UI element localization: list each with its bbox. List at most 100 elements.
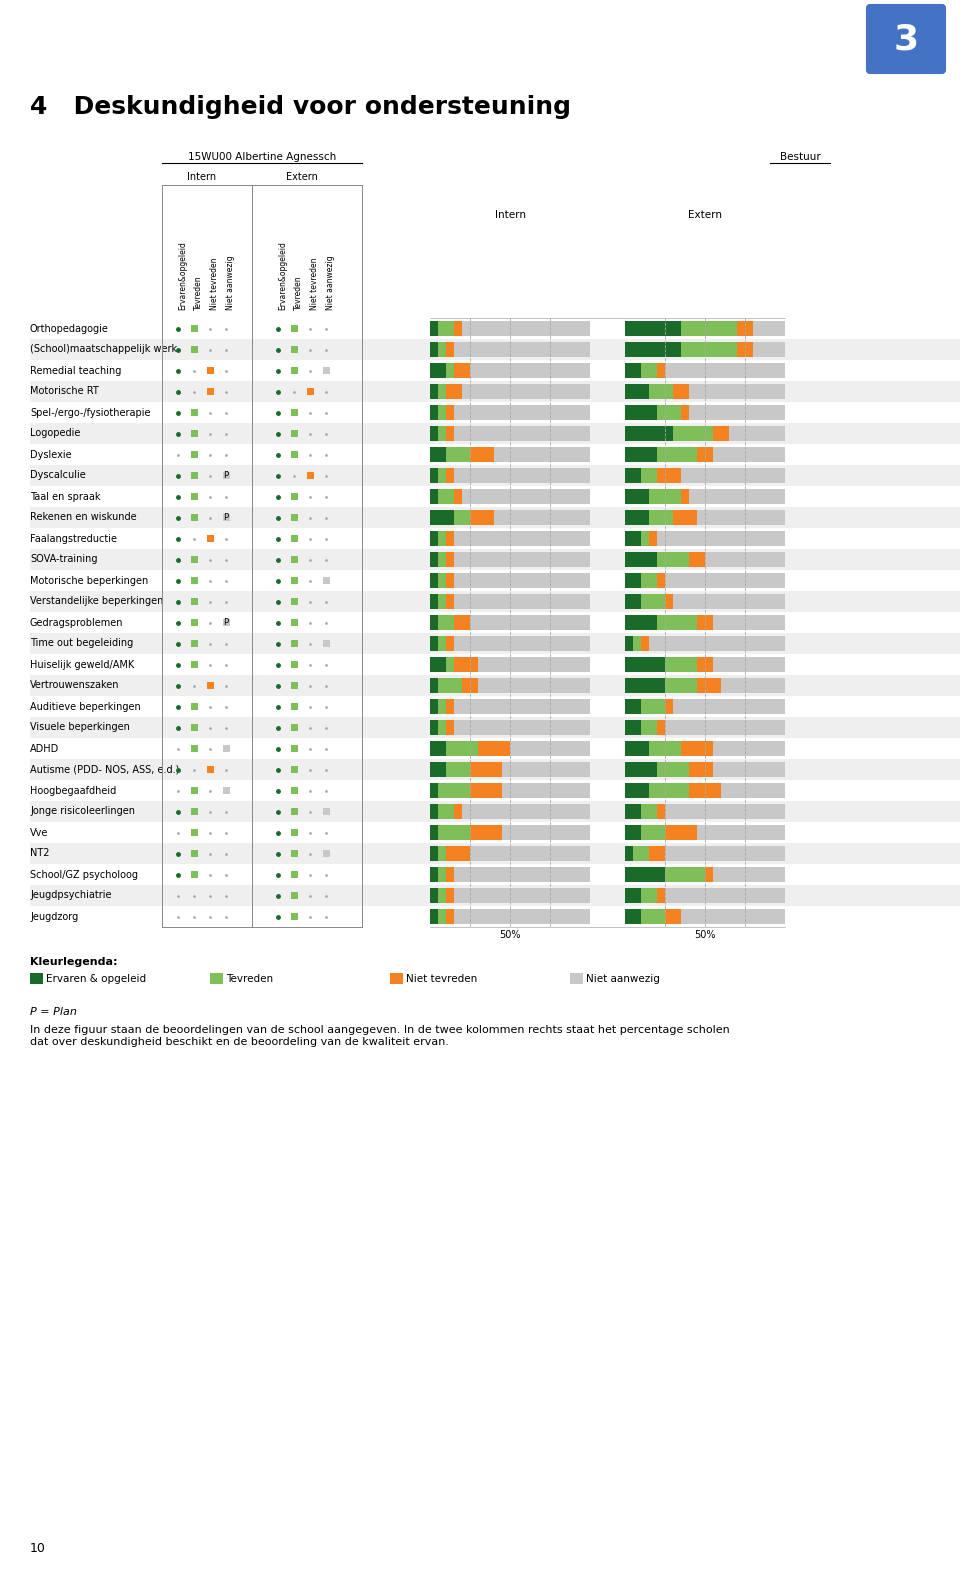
Bar (30, 507, 960, 529)
Bar (454, 595, 590, 609)
Bar (470, 363, 590, 378)
Bar (689, 783, 721, 798)
Bar (323, 640, 329, 647)
Bar (430, 595, 438, 609)
Bar (430, 341, 438, 357)
Bar (454, 426, 590, 440)
Bar (30, 381, 960, 403)
Bar (291, 683, 298, 689)
Bar (206, 766, 213, 772)
Text: P: P (224, 513, 228, 522)
Bar (30, 654, 960, 675)
Bar (291, 766, 298, 772)
Bar (206, 367, 213, 374)
Bar (657, 761, 689, 777)
Bar (625, 489, 649, 503)
Bar (470, 761, 502, 777)
Bar (705, 552, 785, 566)
Bar (625, 341, 681, 357)
Bar (641, 469, 657, 483)
Bar (681, 341, 737, 357)
Bar (649, 510, 673, 525)
Bar (30, 843, 960, 864)
Bar (649, 846, 665, 860)
Bar (673, 384, 689, 400)
Text: Auditieve beperkingen: Auditieve beperkingen (30, 702, 141, 711)
Text: (School)maatschappelijk werk: (School)maatschappelijk werk (30, 344, 178, 354)
Bar (223, 746, 229, 752)
Bar (30, 444, 960, 466)
Bar (454, 552, 590, 566)
Bar (673, 595, 785, 609)
Bar (454, 404, 590, 420)
Bar (689, 489, 785, 503)
Bar (190, 640, 198, 647)
Text: Tevreden: Tevreden (294, 275, 303, 310)
Bar (291, 703, 298, 709)
Bar (625, 804, 641, 820)
Bar (502, 761, 590, 777)
Bar (323, 849, 329, 857)
Bar (190, 429, 198, 437)
Text: Tevreden: Tevreden (226, 974, 274, 983)
Bar (30, 360, 960, 381)
Bar (502, 824, 590, 840)
Bar (390, 974, 403, 985)
Bar (438, 909, 446, 923)
Bar (570, 974, 583, 985)
Text: Extern: Extern (688, 211, 722, 220)
Bar (625, 573, 641, 588)
Bar (223, 514, 229, 521)
Bar (438, 426, 446, 440)
Bar (430, 363, 446, 378)
Text: Orthopedagogie: Orthopedagogie (30, 324, 108, 333)
Text: P = Plan: P = Plan (30, 1007, 77, 1018)
Bar (30, 591, 960, 612)
Bar (446, 532, 454, 546)
Text: Niet aanwezig: Niet aanwezig (586, 974, 660, 983)
Bar (649, 489, 681, 503)
Bar (737, 321, 753, 337)
Bar (438, 720, 446, 735)
Bar (291, 555, 298, 563)
Bar (291, 724, 298, 731)
Bar (697, 824, 785, 840)
Bar (430, 552, 438, 566)
Bar (430, 698, 438, 714)
Bar (657, 404, 681, 420)
Bar (446, 909, 454, 923)
Bar (665, 658, 697, 672)
Bar (430, 635, 438, 651)
Bar (190, 326, 198, 332)
Bar (665, 573, 785, 588)
Bar (30, 569, 960, 591)
Bar (649, 635, 785, 651)
FancyBboxPatch shape (867, 5, 945, 72)
Bar (430, 426, 438, 440)
Text: Niet tevreden: Niet tevreden (210, 258, 219, 310)
Bar (494, 510, 590, 525)
Bar (673, 426, 713, 440)
Text: School/GZ psycholoog: School/GZ psycholoog (30, 870, 138, 879)
Bar (291, 492, 298, 500)
Bar (697, 678, 721, 694)
Bar (721, 678, 785, 694)
Bar (657, 447, 697, 462)
Bar (454, 469, 590, 483)
Bar (641, 363, 657, 378)
Bar (454, 321, 462, 337)
Bar (438, 783, 470, 798)
Bar (30, 864, 960, 886)
Bar (190, 346, 198, 352)
Text: Dyslexie: Dyslexie (30, 450, 72, 459)
Text: 50%: 50% (499, 930, 520, 941)
Bar (430, 615, 438, 631)
Bar (30, 695, 960, 717)
Bar (641, 804, 657, 820)
Bar (478, 741, 510, 757)
Bar (291, 829, 298, 835)
Text: Kleurlegenda:: Kleurlegenda: (30, 956, 117, 967)
Bar (291, 746, 298, 752)
Bar (430, 658, 446, 672)
Bar (510, 741, 590, 757)
